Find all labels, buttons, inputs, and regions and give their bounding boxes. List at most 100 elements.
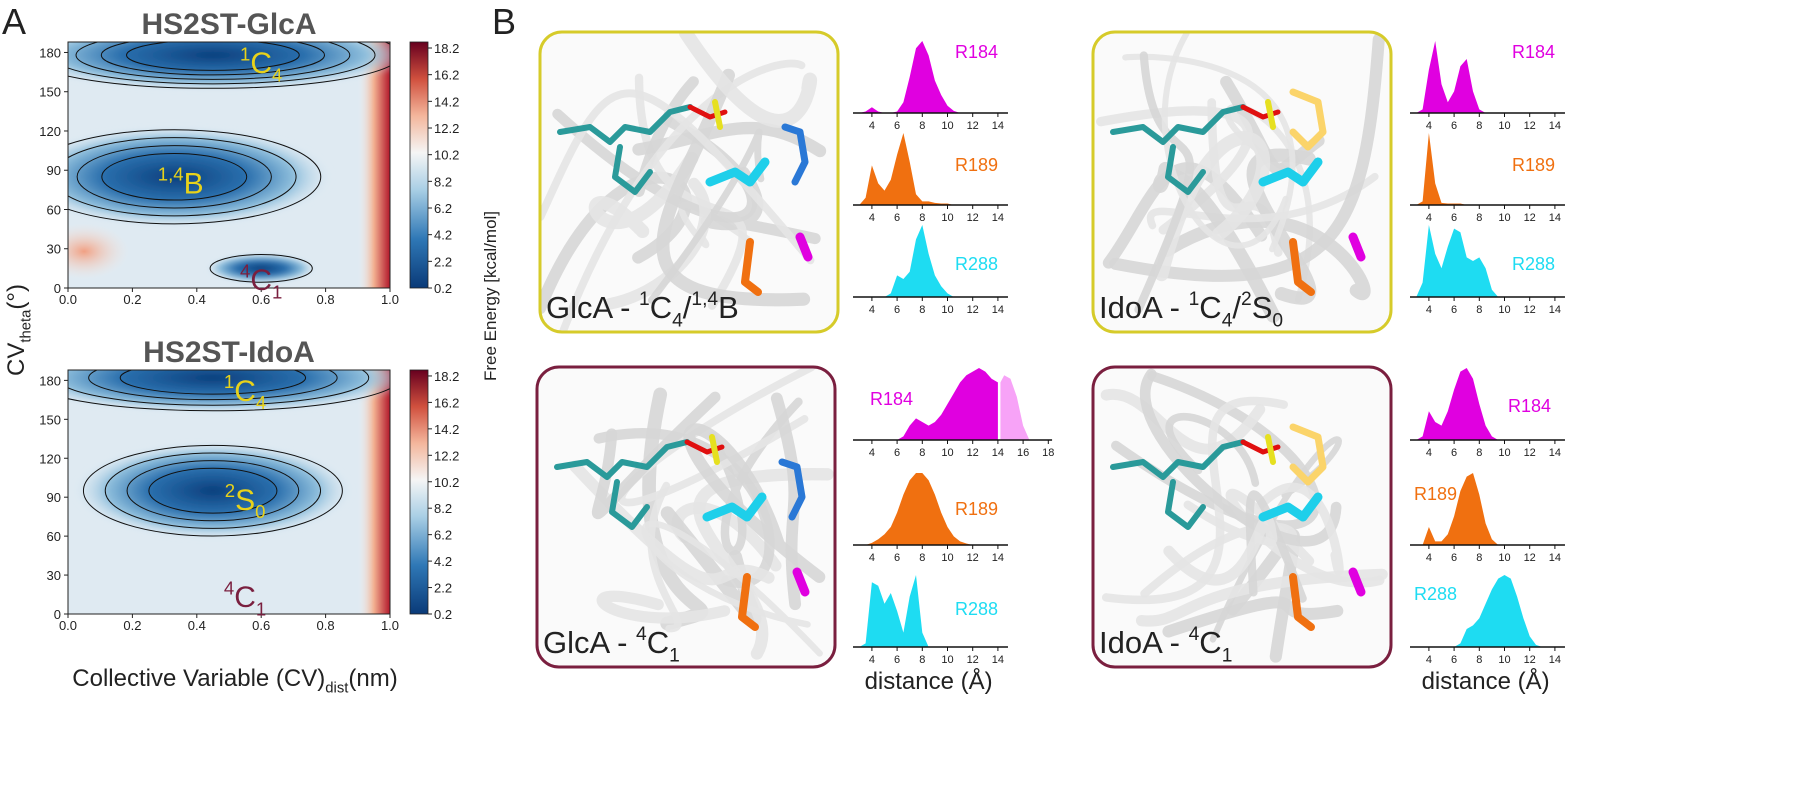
residue-stick (1348, 232, 1366, 262)
protein-ribbon (596, 590, 731, 624)
x-tick-label: 14 (1549, 120, 1561, 132)
x-tick-label: 6 (894, 447, 900, 459)
x-axis-label: distance (Å) (865, 667, 993, 695)
state-label: 1C4 (224, 371, 266, 413)
contour-line (76, 145, 272, 209)
residue-stick (1289, 423, 1327, 486)
protein-ribbon (1139, 368, 1342, 547)
structure-label: IdoA - 1C4/2S0 (1099, 289, 1283, 332)
structure-label-part: 1 (1222, 646, 1233, 667)
x-tick-label: 12 (1524, 654, 1536, 666)
x-tick-label: 14 (992, 654, 1004, 666)
density-area (859, 368, 998, 440)
structure-panel (1091, 30, 1393, 334)
x-tick-label: 6 (1451, 304, 1457, 316)
structure-label-part: C (1199, 625, 1221, 660)
state-label-part: C (234, 581, 256, 614)
x-tick-label: 18 (1042, 447, 1054, 459)
x-tick-label: 12 (967, 552, 979, 564)
structure-label-part: 1,4 (691, 289, 718, 310)
x-tick-label: 4 (1426, 304, 1432, 316)
contour-line (68, 387, 390, 412)
x-tick-label: 4 (1426, 447, 1432, 459)
chart-title: HS2ST-GlcA (141, 8, 316, 41)
structure-label-part: IdoA - (1099, 290, 1189, 325)
residue-stick (1110, 104, 1246, 145)
x-tick-label: 4 (869, 304, 875, 316)
contour-line (68, 370, 370, 406)
density-area (1416, 133, 1543, 205)
x-tick-label: 14 (1549, 552, 1561, 564)
series-label: R189 (1414, 484, 1457, 504)
protein-ribbon (1165, 412, 1260, 487)
colorbar-tick-label: 8.2 (434, 501, 452, 516)
structure-panel (538, 30, 840, 334)
colorbar-tick-label: 6.2 (434, 528, 452, 543)
x-tick-label: 6 (894, 120, 900, 132)
structure-label-part: 1 (1189, 289, 1200, 310)
density-area (1416, 41, 1543, 113)
x-tick-label: 0.8 (317, 618, 335, 633)
contour-line (68, 42, 376, 85)
colorbar-tick-label: 2.2 (434, 254, 452, 269)
x-tick-label: 8 (1476, 212, 1482, 224)
x-tick-label: 12 (1524, 304, 1536, 316)
contour-line (100, 42, 325, 76)
protein-ribbon (656, 68, 811, 307)
series-label: R189 (955, 155, 998, 175)
structure-label: GlcA - 4C1 (543, 624, 680, 667)
series-label: R184 (1508, 396, 1551, 416)
state-label: 4C1 (224, 578, 266, 620)
series-label: R288 (1512, 254, 1555, 274)
x-axis-label: Collective Variable (CV)dist(nm) (72, 665, 397, 697)
x-tick-label: 8 (919, 212, 925, 224)
density-area (1416, 368, 1543, 440)
x-tick-label: 10 (1498, 447, 1510, 459)
x-tick-label: 14 (992, 552, 1004, 564)
structure-border (535, 365, 837, 669)
structure-label-part: 4 (1222, 311, 1233, 332)
residue-stick (1165, 144, 1206, 195)
x-tick-label: 6 (1451, 120, 1457, 132)
state-label-part: B (184, 167, 204, 200)
residue-stick (738, 573, 759, 631)
x-tick-label: 6 (1451, 654, 1457, 666)
x-tick-label: 8 (919, 120, 925, 132)
x-tick-label: 4 (869, 120, 875, 132)
x-tick-label: 10 (941, 447, 953, 459)
energy-well (72, 441, 354, 540)
contour-line (126, 460, 300, 522)
colorbar-tick-label: 6.2 (434, 201, 452, 216)
state-label-part: 2 (225, 480, 235, 501)
colorbar-tick-label: 8.2 (434, 174, 452, 189)
x-tick-label: 12 (967, 120, 979, 132)
residue-stick (557, 104, 693, 145)
residue-stick (702, 492, 767, 522)
structure-label-part: 2 (1241, 289, 1252, 310)
protein-ribbon (1109, 33, 1385, 282)
y-axis-label-part: (°) (3, 284, 30, 310)
colorbar (409, 41, 429, 289)
energy-well (68, 42, 390, 92)
protein-ribbon (1135, 568, 1388, 627)
x-tick-label: 0.4 (188, 618, 206, 633)
structure-image (537, 367, 835, 667)
colorbar-tick-label: 14.2 (434, 422, 459, 437)
x-tick-label: 4 (1426, 552, 1432, 564)
structure-label-part: GlcA - (546, 290, 639, 325)
residue-stick (1165, 479, 1206, 530)
structure-panel (1091, 365, 1393, 669)
x-tick-label: 0.2 (123, 618, 141, 633)
x-tick-label: 4 (869, 447, 875, 459)
residue-stick (705, 157, 770, 187)
y-tick-label: 180 (39, 373, 61, 388)
structure-label-part: C (650, 290, 672, 325)
y-tick-label: 150 (39, 412, 61, 427)
y-tick-label: 0 (54, 607, 61, 622)
x-tick-label: 14 (992, 120, 1004, 132)
colorbar-tick-label: 4.2 (434, 554, 452, 569)
x-tick-label: 4 (869, 552, 875, 564)
residue-stick (1265, 99, 1276, 130)
protein-ribbon (708, 397, 803, 555)
structure-image (1093, 32, 1391, 332)
